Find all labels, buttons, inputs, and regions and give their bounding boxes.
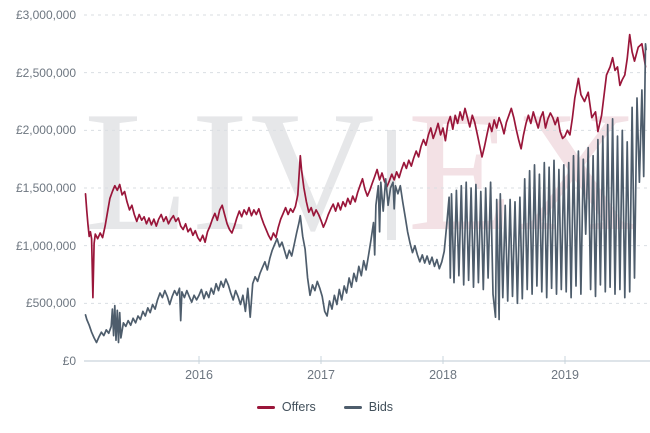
bids-line — [84, 42, 647, 344]
y-axis-tick-label: £0 — [62, 354, 76, 368]
y-axis-tick-label: £2,000,000 — [15, 123, 76, 138]
offers-legend-label: Offers — [281, 400, 316, 414]
legend-item-bids[interactable]: Bids — [343, 400, 394, 414]
bids-line-swatch — [343, 405, 362, 409]
offers-line — [84, 33, 647, 299]
x-axis-tick-label: 2019 — [551, 368, 579, 382]
legend: Offers Bids — [0, 400, 650, 414]
x-axis-tick-label: 2018 — [429, 368, 457, 382]
legend-item-offers[interactable]: Offers — [256, 400, 316, 414]
x-axis-tick-label: 2016 — [185, 368, 213, 382]
y-axis-tick-label: £2,500,000 — [15, 65, 76, 80]
y-axis-tick-label: £1,000,000 — [15, 238, 76, 253]
y-axis-tick-label: £3,000,000 — [15, 8, 76, 22]
offers-line-swatch — [256, 405, 275, 409]
y-axis-tick-label: £1,500,000 — [15, 181, 76, 195]
bids-legend-label: Bids — [368, 400, 394, 414]
y-axis-tick-label: £500,000 — [25, 296, 76, 311]
x-axis-tick-label: 2017 — [307, 368, 335, 382]
